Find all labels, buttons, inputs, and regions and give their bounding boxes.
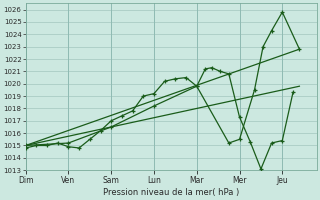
X-axis label: Pression niveau de la mer( hPa ): Pression niveau de la mer( hPa ) <box>103 188 239 197</box>
